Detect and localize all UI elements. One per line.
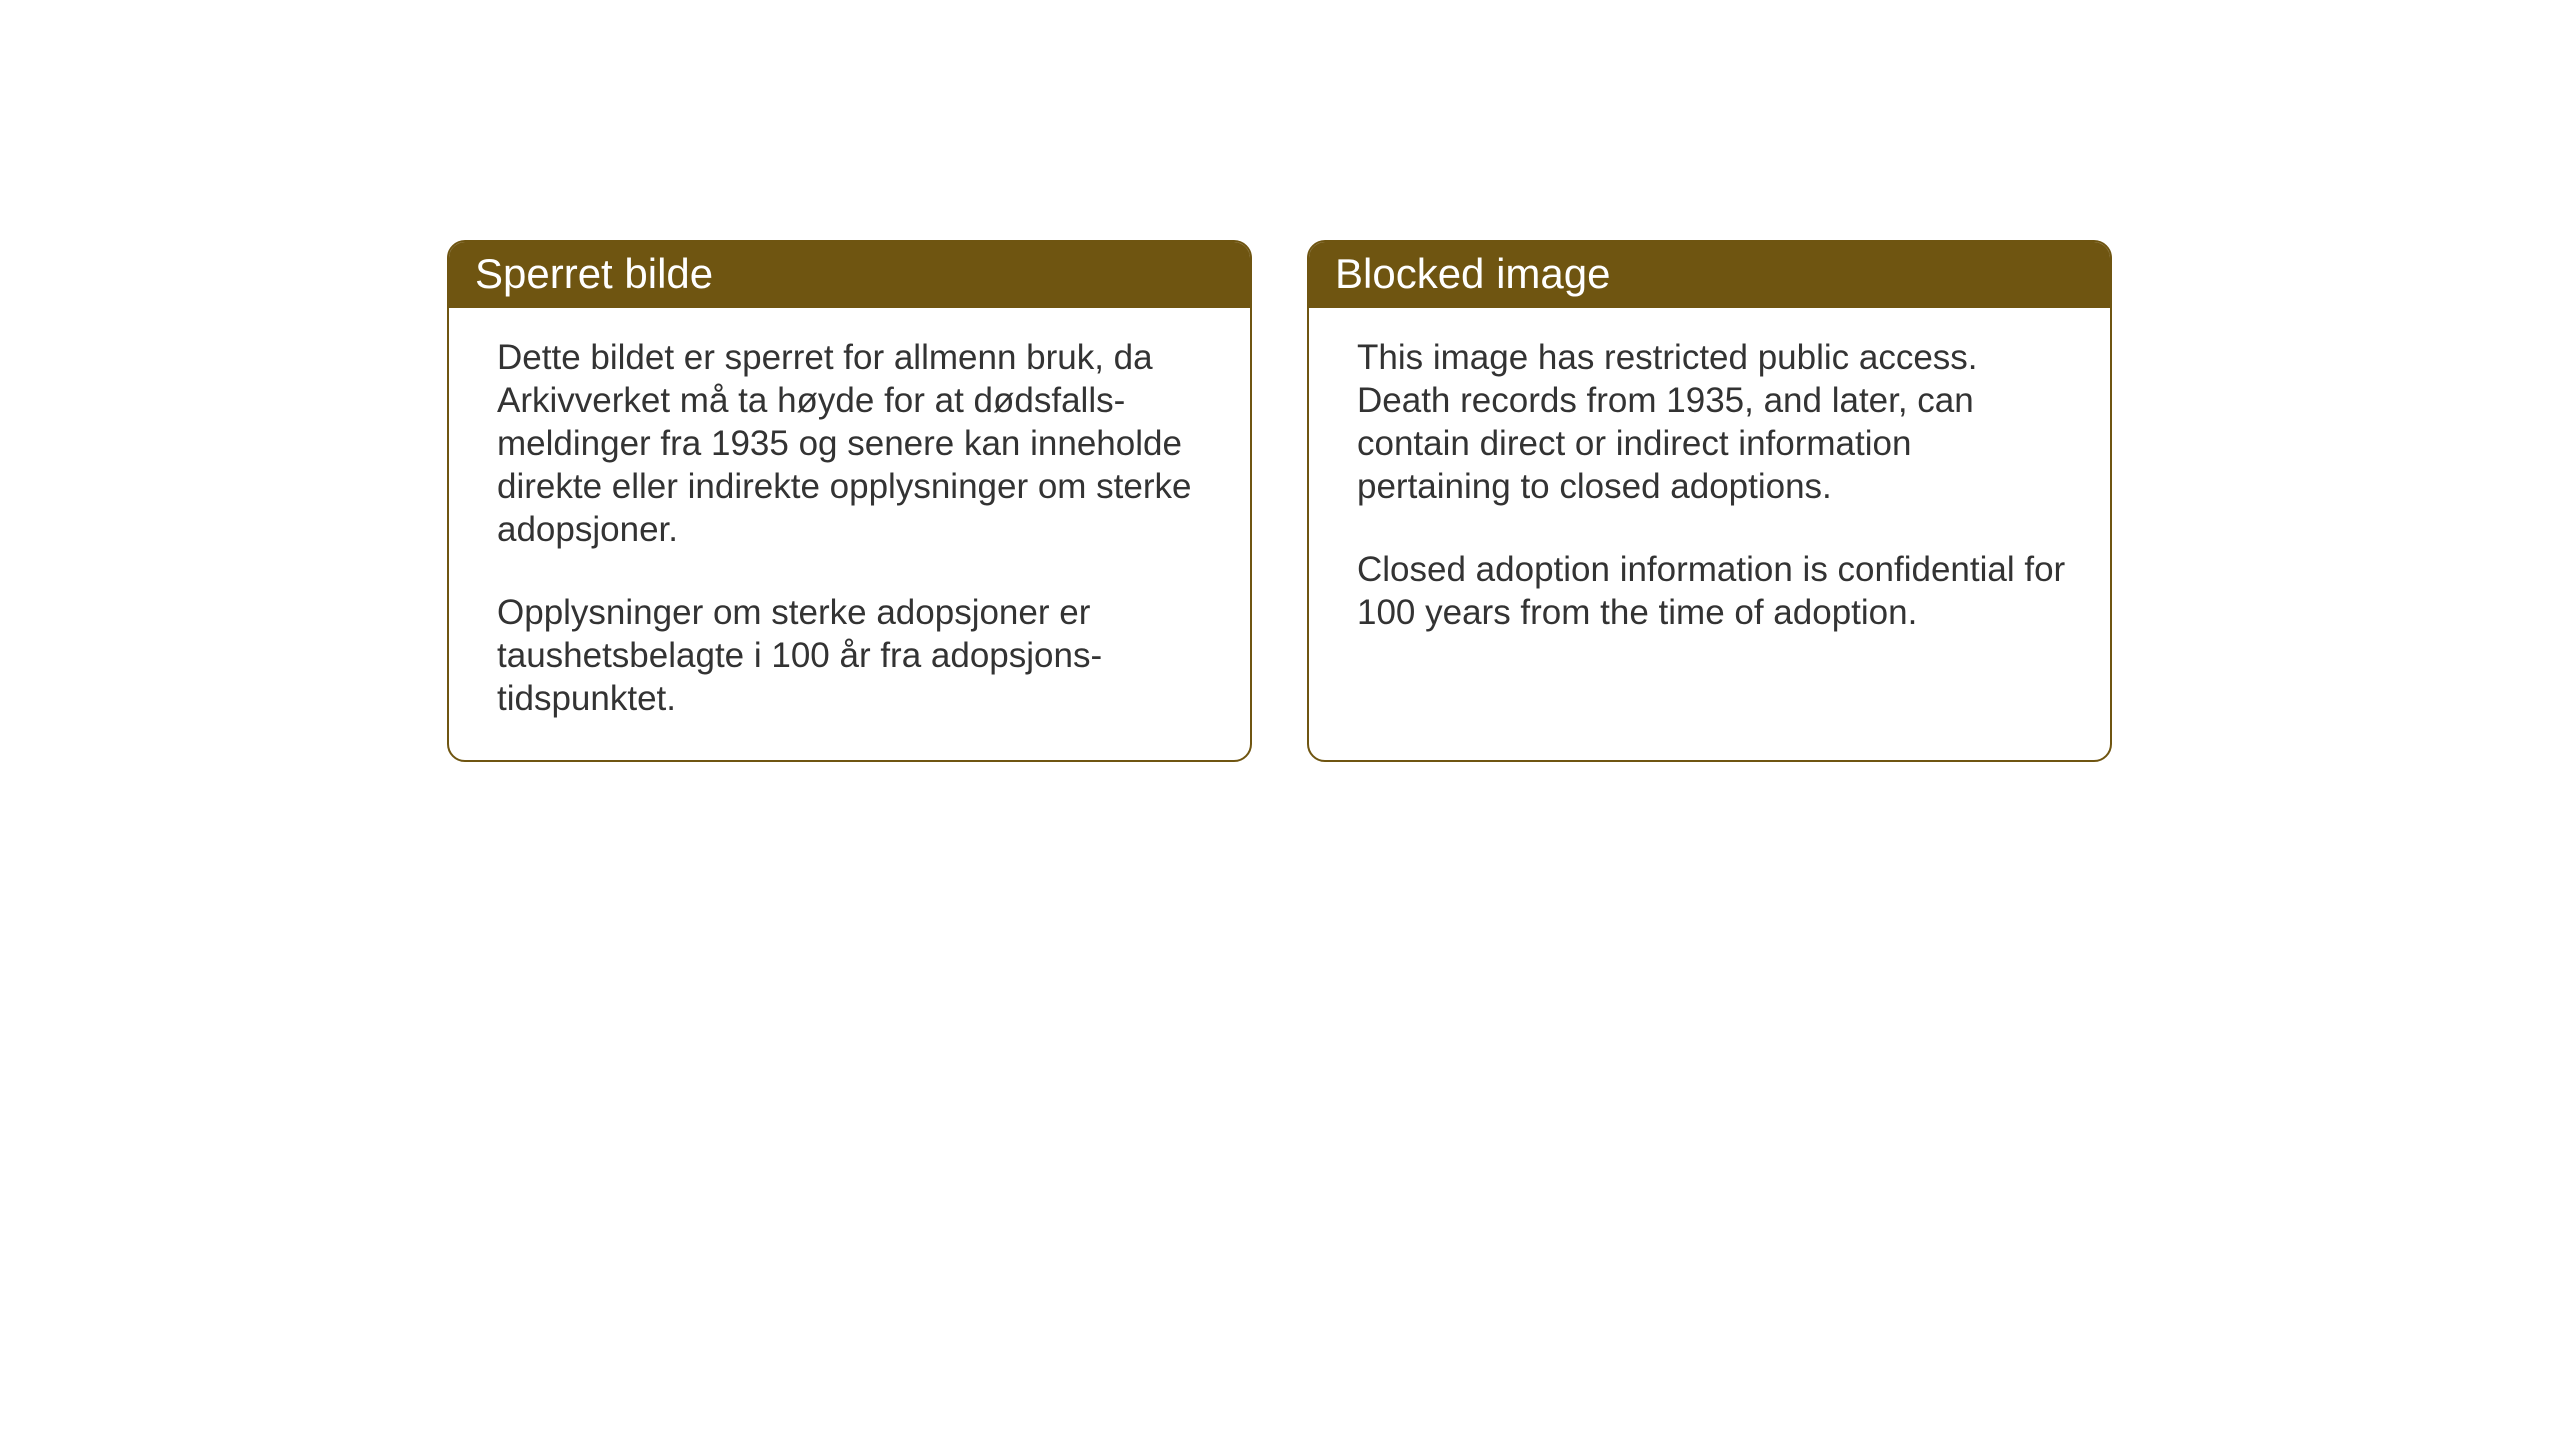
notice-box-norwegian: Sperret bilde Dette bildet er sperret fo… (447, 240, 1252, 762)
notice-header-norwegian: Sperret bilde (449, 242, 1250, 308)
notice-paragraph-1-norwegian: Dette bildet er sperret for allmenn bruk… (497, 336, 1214, 551)
notice-body-norwegian: Dette bildet er sperret for allmenn bruk… (449, 308, 1250, 760)
notice-paragraph-2-english: Closed adoption information is confident… (1357, 548, 2074, 634)
notice-header-english: Blocked image (1309, 242, 2110, 308)
notice-paragraph-1-english: This image has restricted public access.… (1357, 336, 2074, 508)
notice-box-english: Blocked image This image has restricted … (1307, 240, 2112, 762)
notice-container: Sperret bilde Dette bildet er sperret fo… (447, 240, 2112, 762)
notice-body-english: This image has restricted public access.… (1309, 308, 2110, 674)
notice-paragraph-2-norwegian: Opplysninger om sterke adopsjoner er tau… (497, 591, 1214, 720)
